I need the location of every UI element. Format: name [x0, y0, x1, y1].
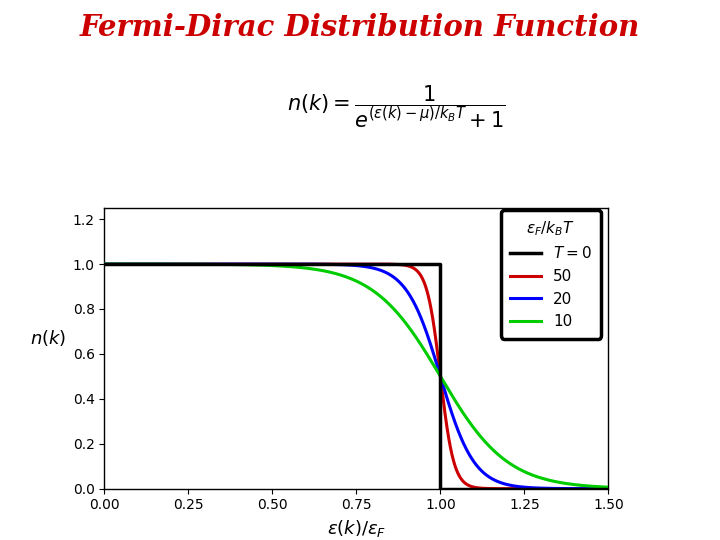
Legend: $T=0$, 50, 20, 10: $T=0$, 50, 20, 10	[501, 210, 600, 339]
Text: $n(k) = \dfrac{1}{e^{(\varepsilon(k)-\mu)/k_BT}+1}$: $n(k) = \dfrac{1}{e^{(\varepsilon(k)-\mu…	[287, 84, 505, 130]
Text: Fermi-Dirac Distribution Function: Fermi-Dirac Distribution Function	[80, 14, 640, 43]
Y-axis label: $n(k)$: $n(k)$	[30, 328, 66, 348]
X-axis label: $\varepsilon(k)/\varepsilon_F$: $\varepsilon(k)/\varepsilon_F$	[327, 518, 386, 539]
